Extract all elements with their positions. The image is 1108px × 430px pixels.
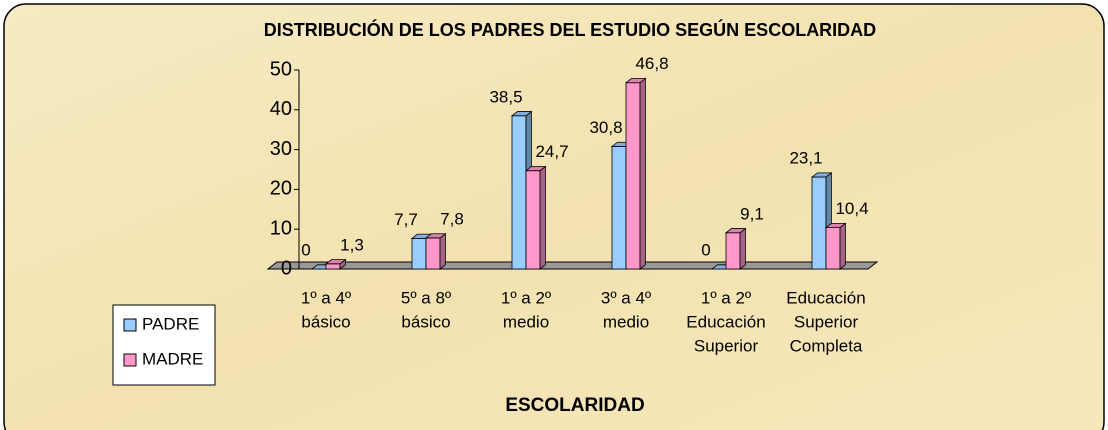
x-tick-label: 1º a 2º — [701, 288, 751, 307]
bar-top — [724, 228, 747, 234]
bar-front — [425, 237, 441, 270]
x-tick-label: Superior — [794, 312, 859, 331]
bar-front — [725, 232, 741, 270]
bar-front — [525, 170, 541, 270]
bar-side — [539, 165, 546, 270]
bar — [624, 77, 647, 270]
legend-box — [112, 304, 216, 386]
bar-top — [810, 172, 833, 178]
x-tick-label: básico — [301, 312, 350, 331]
value-label: 24,7 — [535, 142, 568, 161]
bar-top — [424, 233, 447, 239]
bar — [724, 227, 747, 270]
bar-top — [324, 259, 347, 265]
chart-title: DISTRIBUCIÓN DE LOS PADRES DEL ESTUDIO S… — [264, 19, 876, 40]
y-tick-label: 20 — [270, 178, 292, 200]
floor — [266, 261, 879, 270]
bar-side — [739, 227, 746, 270]
bar — [324, 258, 347, 270]
bar-side — [639, 77, 646, 270]
y-tick-label: 50 — [270, 58, 292, 80]
legend-swatch — [123, 353, 137, 367]
bar-top — [824, 223, 847, 229]
x-tick-label: Educación — [686, 312, 765, 331]
bar-front — [625, 82, 641, 270]
x-axis-title: ESCOLARIDAD — [505, 395, 644, 416]
value-label: 10,4 — [835, 199, 868, 218]
x-tick-label: Educación — [786, 288, 865, 307]
bar-top — [524, 166, 547, 172]
y-tick-label: 40 — [270, 98, 292, 120]
value-label: 38,5 — [489, 87, 522, 106]
x-tick-label: medio — [503, 312, 549, 331]
bar — [810, 172, 833, 270]
bar-front — [411, 237, 427, 270]
value-label: 7,7 — [394, 210, 418, 229]
x-tick-label: medio — [603, 312, 649, 331]
x-tick-label: Completa — [790, 336, 863, 355]
chart-frame — [3, 3, 1105, 430]
bar-front — [811, 176, 827, 270]
value-label: 9,1 — [740, 204, 764, 223]
x-tick-label: 5º a 8º — [401, 288, 451, 307]
bar-side — [839, 222, 846, 270]
value-label: 30,8 — [589, 118, 622, 137]
bar — [424, 232, 447, 270]
bar-front — [325, 263, 341, 270]
y-tick-label: 0 — [281, 257, 292, 279]
legend-label: PADRE — [142, 314, 199, 333]
x-tick-label: 3º a 4º — [601, 288, 651, 307]
value-label: 7,8 — [440, 209, 464, 228]
bar-side — [439, 232, 446, 270]
x-tick-label: 1º a 4º — [301, 288, 351, 307]
y-tick-label: 10 — [270, 217, 292, 239]
bar — [824, 222, 847, 270]
bar-front — [511, 115, 527, 270]
y-tick-label: 30 — [270, 138, 292, 160]
x-tick-label: 1º a 2º — [501, 288, 551, 307]
bar-front — [825, 227, 841, 270]
legend-swatch — [123, 318, 137, 332]
value-label: 23,1 — [789, 149, 822, 168]
x-tick-label: Superior — [694, 336, 759, 355]
value-label: 1,3 — [340, 235, 364, 254]
bar-front — [611, 146, 627, 270]
bar-top — [510, 111, 533, 117]
value-label: 46,8 — [635, 54, 668, 73]
bar — [524, 165, 547, 270]
legend-label: MADRE — [142, 349, 203, 368]
value-label: 0 — [301, 240, 310, 259]
value-label: 0 — [701, 240, 710, 259]
x-tick-label: básico — [401, 312, 450, 331]
bar-top — [624, 78, 647, 84]
